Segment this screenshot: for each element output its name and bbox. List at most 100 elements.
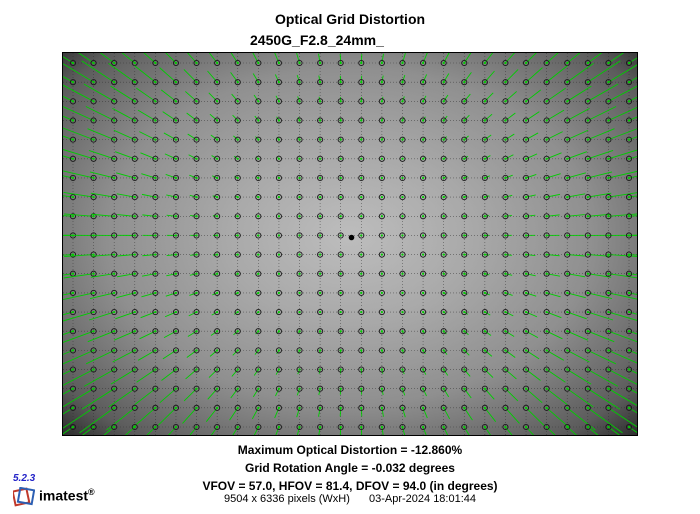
detected-point [481,174,488,181]
detected-point [275,213,282,220]
detected-point [152,174,159,181]
detected-point [481,423,488,431]
ideal-point [401,253,404,256]
distortion-vector [63,407,74,415]
distortion-vector [134,65,156,83]
distortion-vector [63,349,74,355]
distortion-vector [112,349,135,363]
ideal-point [236,387,239,390]
ideal-point [71,330,75,333]
detected-point [152,404,159,411]
detected-point [131,155,138,162]
distortion-vector [484,426,492,435]
detected-point [461,366,468,373]
distortion-vector [505,273,513,276]
ideal-point [463,100,466,103]
distortion-vector [463,114,470,121]
detected-point [358,270,365,277]
ideal-point [463,330,466,333]
detected-point [522,98,530,105]
distortion-vector [525,388,543,403]
detected-point [584,270,591,277]
distortion-vector [189,273,197,276]
brand-logo-block: imatest® [13,485,123,509]
detected-point [584,328,591,335]
ideal-point [545,215,548,218]
ideal-point [442,425,445,429]
ideal-point [319,157,322,160]
ideal-point [607,310,610,314]
distortion-vector [587,311,614,321]
distortion-vector [443,73,450,83]
ideal-point [360,387,363,390]
ideal-point [277,215,281,218]
ideal-point [566,310,569,314]
detected-point [152,59,159,67]
detected-point [234,347,241,354]
ideal-point [339,253,342,256]
distortion-vector [525,153,538,160]
ideal-point [257,272,260,275]
ideal-point [174,368,178,371]
detected-point [90,366,97,373]
distortion-vector [63,149,94,160]
distortion-vector [296,53,300,64]
distortion-vector [608,64,637,83]
ideal-point [92,425,95,429]
distortion-vector [628,215,637,217]
distortion-vector [210,426,218,435]
detected-point [111,79,118,86]
detected-point [296,232,303,239]
detected-point [481,251,488,258]
ideal-point [92,406,95,409]
detected-point [420,366,427,373]
detected-point [625,232,633,239]
ideal-point [195,61,198,65]
detected-point [461,98,468,105]
distortion-vector [99,53,115,64]
ideal-point [545,330,548,333]
detected-point [152,347,159,354]
distortion-vector [63,95,74,102]
distortion-vector [587,349,617,365]
ideal-point [216,368,219,371]
distortion-vector [463,72,472,83]
detected-point [358,136,365,143]
detected-point [214,213,221,220]
distortion-vector [63,63,94,83]
detected-point [502,309,509,316]
distortion-vector [186,112,197,121]
ideal-point [524,368,528,371]
ideal-point [298,100,301,103]
detected-point [564,79,571,86]
detected-point [420,59,427,67]
distortion-vector [89,171,115,179]
distortion-vector [143,53,156,64]
distortion-vector [608,369,637,385]
detected-point [584,136,591,143]
distortion-vector [608,128,637,141]
distortion-vector [63,195,74,198]
detected-point [172,59,180,67]
detected-point [625,404,633,411]
distortion-vector [253,369,259,376]
distortion-vector [587,213,611,217]
ideal-point [483,100,486,103]
ideal-point [524,196,528,199]
ideal-point [380,406,383,409]
ideal-point [586,330,589,333]
ideal-point [92,176,95,180]
ideal-point [463,368,466,371]
detected-point [69,136,77,143]
distortion-vector [207,388,218,400]
detected-point [275,366,282,373]
ideal-point [319,215,322,218]
ideal-point [360,61,363,65]
detected-point [543,213,550,220]
ideal-point [216,196,219,199]
ideal-point [298,253,301,256]
detected-point [131,79,138,86]
ideal-point [257,291,260,294]
detected-point [152,289,159,296]
ideal-point [607,387,610,390]
